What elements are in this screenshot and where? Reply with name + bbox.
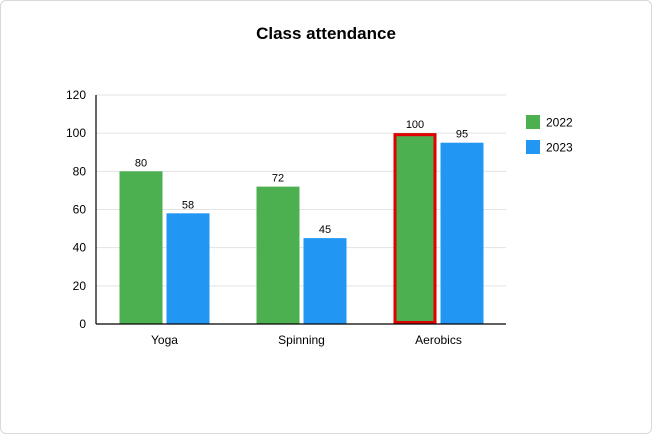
bar-spinning-2022 xyxy=(256,186,300,324)
y-tick-label: 80 xyxy=(73,164,87,178)
bar-aerobics-2022 xyxy=(393,133,437,324)
y-tick-label: 60 xyxy=(73,203,87,217)
x-tick-label: Yoga xyxy=(151,333,178,347)
data-label: 45 xyxy=(319,224,331,236)
legend-label: 2023 xyxy=(546,141,573,155)
x-tick-label: Aerobics xyxy=(415,333,462,347)
y-tick-label: 0 xyxy=(79,317,86,331)
bar-spinning-2023 xyxy=(303,238,347,324)
y-tick-label: 20 xyxy=(73,279,87,293)
bar-yoga-2023 xyxy=(166,213,210,324)
legend-swatch-2022 xyxy=(526,115,540,129)
legend-swatch-2023 xyxy=(526,140,540,154)
highlight-outline xyxy=(393,133,437,324)
bar-aerobics-2023 xyxy=(440,142,484,324)
data-label: 100 xyxy=(406,119,424,131)
y-tick-label: 100 xyxy=(66,126,86,140)
data-label: 95 xyxy=(456,129,468,141)
x-tick-label: Spinning xyxy=(278,333,325,347)
y-tick-label: 120 xyxy=(66,88,86,102)
legend-label: 2022 xyxy=(546,116,573,130)
y-tick-label: 40 xyxy=(73,241,87,255)
data-label: 58 xyxy=(182,199,194,211)
bar-yoga-2022 xyxy=(119,171,163,324)
data-label: 80 xyxy=(135,157,147,169)
data-label: 72 xyxy=(272,173,284,185)
chart-title: Class attendance xyxy=(256,24,396,43)
